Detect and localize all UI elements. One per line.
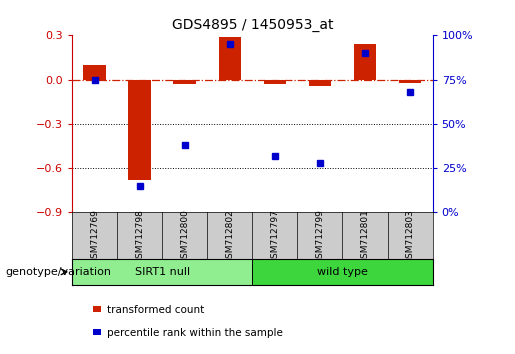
Text: transformed count: transformed count <box>107 305 204 315</box>
Title: GDS4895 / 1450953_at: GDS4895 / 1450953_at <box>171 18 333 32</box>
Bar <box>128 80 151 180</box>
Bar <box>174 80 196 84</box>
Text: GSM712802: GSM712802 <box>226 209 234 264</box>
Text: wild type: wild type <box>317 267 368 277</box>
Bar <box>252 259 433 285</box>
Bar <box>308 80 331 86</box>
Text: GSM712801: GSM712801 <box>360 209 369 264</box>
Text: GSM712769: GSM712769 <box>90 209 99 264</box>
Text: GSM712803: GSM712803 <box>406 209 415 264</box>
Text: SIRT1 null: SIRT1 null <box>134 267 190 277</box>
Text: GSM712799: GSM712799 <box>316 209 324 264</box>
Text: GSM712798: GSM712798 <box>135 209 144 264</box>
Text: GSM712797: GSM712797 <box>270 209 279 264</box>
Bar <box>399 80 421 82</box>
Text: GSM712800: GSM712800 <box>180 209 189 264</box>
Text: percentile rank within the sample: percentile rank within the sample <box>107 328 283 338</box>
Bar <box>218 37 241 80</box>
Bar <box>93 329 101 335</box>
Text: genotype/variation: genotype/variation <box>5 267 111 277</box>
Bar <box>72 259 252 285</box>
Bar <box>354 44 376 80</box>
Bar <box>264 80 286 84</box>
Bar <box>93 306 101 312</box>
Bar <box>83 65 106 80</box>
